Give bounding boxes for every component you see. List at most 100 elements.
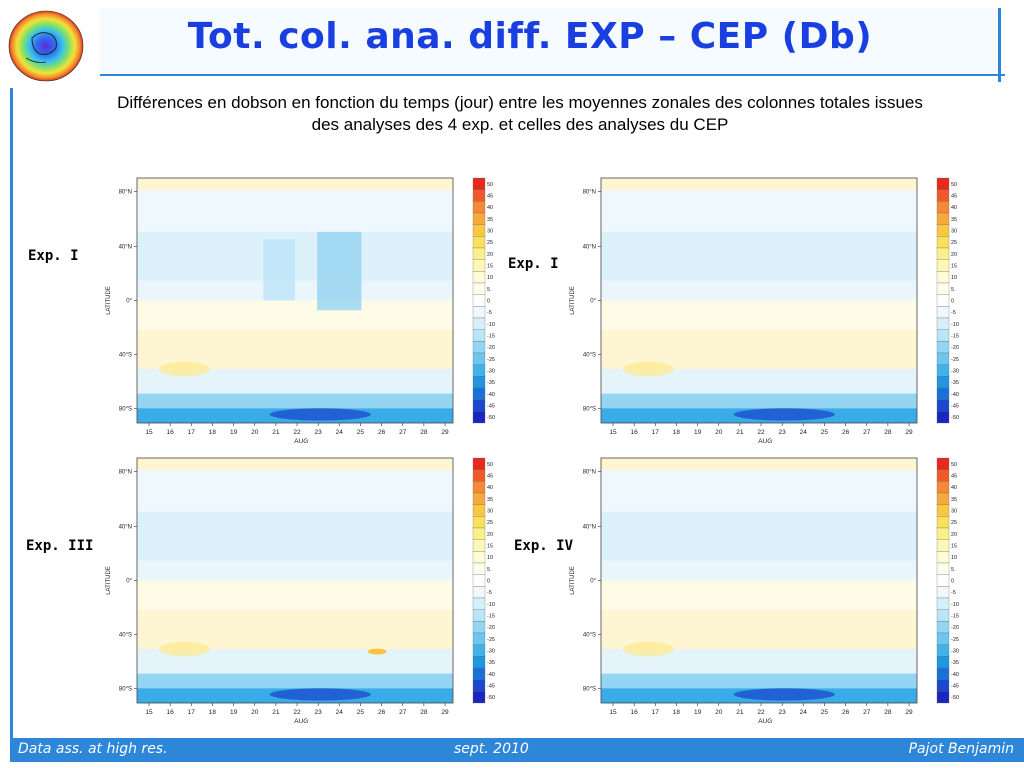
- colorbar-swatch: [472, 656, 486, 669]
- colorbar-tick-label: -45: [951, 684, 959, 690]
- x-tick-label: 21: [272, 429, 280, 436]
- colorbar-tick-label: -15: [487, 334, 495, 340]
- colorbar-tick-label: 5: [487, 287, 490, 293]
- colorbar-swatch: [936, 294, 950, 307]
- colorbar-tick-label: -40: [951, 392, 959, 398]
- y-tick-label: 80°N: [583, 469, 596, 475]
- heatmap-band: [137, 178, 453, 191]
- colorbar-tick-label: 40: [951, 205, 957, 211]
- colorbar-tick-label: -5: [487, 310, 492, 316]
- colorbar-tick-label: -35: [487, 380, 495, 386]
- colorbar-swatch: [472, 387, 486, 400]
- x-tick-label: 26: [842, 709, 850, 716]
- x-tick-label: 28: [884, 709, 892, 716]
- x-tick-label: 29: [441, 429, 449, 436]
- slide-footer: Data ass. at high res. sept. 2010 Pajot …: [10, 738, 1024, 762]
- colorbar-tick-label: 40: [487, 485, 493, 491]
- y-tick-label: 40°S: [119, 352, 132, 358]
- x-tick-label: 23: [779, 709, 787, 716]
- colorbar-tick-label: -10: [487, 602, 495, 608]
- colorbar-tick-label: 15: [951, 544, 957, 550]
- x-tick-label: 21: [736, 429, 744, 436]
- colorbar-swatch: [472, 691, 486, 704]
- heatmap-feature: [623, 641, 674, 657]
- colorbar-tick-label: 0: [951, 579, 954, 585]
- colorbar-tick-label: 35: [951, 497, 957, 503]
- y-tick-label: 40°S: [583, 352, 596, 358]
- colorbar-tick-label: -25: [487, 637, 495, 643]
- colorbar-swatch: [936, 177, 950, 190]
- heatmap-feature: [159, 641, 210, 657]
- x-tick-label: 26: [378, 709, 386, 716]
- colorbar-swatch: [936, 376, 950, 389]
- colorbar-swatch: [936, 679, 950, 692]
- heatmap-band: [137, 393, 453, 409]
- heatmap-band: [601, 580, 917, 610]
- colorbar-swatch: [472, 329, 486, 342]
- y-tick-label: 40°N: [119, 525, 132, 531]
- heatmap-feature: [269, 688, 371, 701]
- heatmap-feature: [269, 408, 371, 421]
- heatmap-feature: [317, 231, 362, 311]
- colorbar-tick-label: 25: [487, 240, 493, 246]
- subtitle-line-2: des analyses des 4 exp. et celles des an…: [311, 115, 729, 134]
- heatmap-band: [601, 458, 917, 471]
- colorbar-swatch: [472, 376, 486, 389]
- x-tick-label: 24: [800, 429, 808, 436]
- colorbar-tick-label: 10: [951, 275, 957, 281]
- colorbar-swatch: [472, 539, 486, 552]
- colorbar-swatch: [472, 352, 486, 365]
- x-tick-label: 18: [673, 709, 681, 716]
- colorbar-swatch: [936, 201, 950, 214]
- colorbar-tick-label: -10: [487, 322, 495, 328]
- heatmap-panel-1: 80°N 40°N 0° 40°S 80°S LATITUDE 15 16 17 18 19 20 21…: [100, 172, 495, 450]
- colorbar-swatch: [936, 224, 950, 237]
- x-tick-label: 27: [399, 709, 407, 716]
- colorbar-swatch: [936, 574, 950, 587]
- x-tick-label: 20: [715, 709, 723, 716]
- x-tick-label: 24: [336, 429, 344, 436]
- y-tick-label: 80°S: [119, 406, 132, 412]
- colorbar-swatch: [936, 691, 950, 704]
- colorbar-swatch: [472, 516, 486, 529]
- heatmap-feature: [733, 688, 835, 701]
- colorbar-swatch: [472, 282, 486, 295]
- heatmap-band: [137, 673, 453, 689]
- colorbar-tick-label: -35: [951, 380, 959, 386]
- heatmap-band: [137, 458, 453, 471]
- heatmap-band: [601, 393, 917, 409]
- x-tick-label: 26: [842, 429, 850, 436]
- colorbar-swatch: [936, 457, 950, 470]
- colorbar-swatch: [472, 644, 486, 657]
- panel-label-4: Exp. IV: [514, 538, 574, 554]
- subtitle-line-1: Différences en dobson en fonction du tem…: [117, 93, 923, 112]
- colorbar-swatch: [472, 364, 486, 377]
- colorbar-swatch: [472, 457, 486, 470]
- colorbar-swatch: [936, 352, 950, 365]
- colorbar-tick-label: 20: [951, 252, 957, 258]
- x-tick-label: 17: [652, 709, 660, 716]
- colorbar-tick-label: -20: [487, 625, 495, 631]
- colorbar-tick-label: -15: [951, 614, 959, 620]
- colorbar-tick-label: 5: [951, 287, 954, 293]
- colorbar-swatch: [936, 236, 950, 249]
- colorbar-tick-label: 25: [951, 240, 957, 246]
- header-vertical-rule: [998, 8, 1001, 82]
- colorbar-tick-label: 30: [487, 229, 493, 235]
- x-tick-label: 27: [399, 429, 407, 436]
- slide-header: Tot. col. ana. diff. EXP – CEP (Db): [0, 0, 1024, 88]
- x-tick-label: 23: [779, 429, 787, 436]
- y-tick-label: 40°S: [119, 632, 132, 638]
- y-tick-label: 40°N: [119, 245, 132, 251]
- x-tick-label: 16: [631, 429, 639, 436]
- colorbar-swatch: [472, 632, 486, 645]
- panel-label-1: Exp. I: [28, 248, 79, 264]
- colorbar-tick-label: 50: [487, 462, 493, 468]
- colorbar-swatch: [936, 329, 950, 342]
- heatmap-panel-4: 80°N 40°N 0° 40°S 80°S LATITUDE 15 16 17 18 19 20 21…: [564, 452, 959, 730]
- colorbar-swatch: [936, 632, 950, 645]
- heatmap-band: [601, 280, 917, 301]
- colorbar-tick-label: -40: [487, 392, 495, 398]
- x-tick-label: 18: [209, 709, 217, 716]
- colorbar-swatch: [936, 539, 950, 552]
